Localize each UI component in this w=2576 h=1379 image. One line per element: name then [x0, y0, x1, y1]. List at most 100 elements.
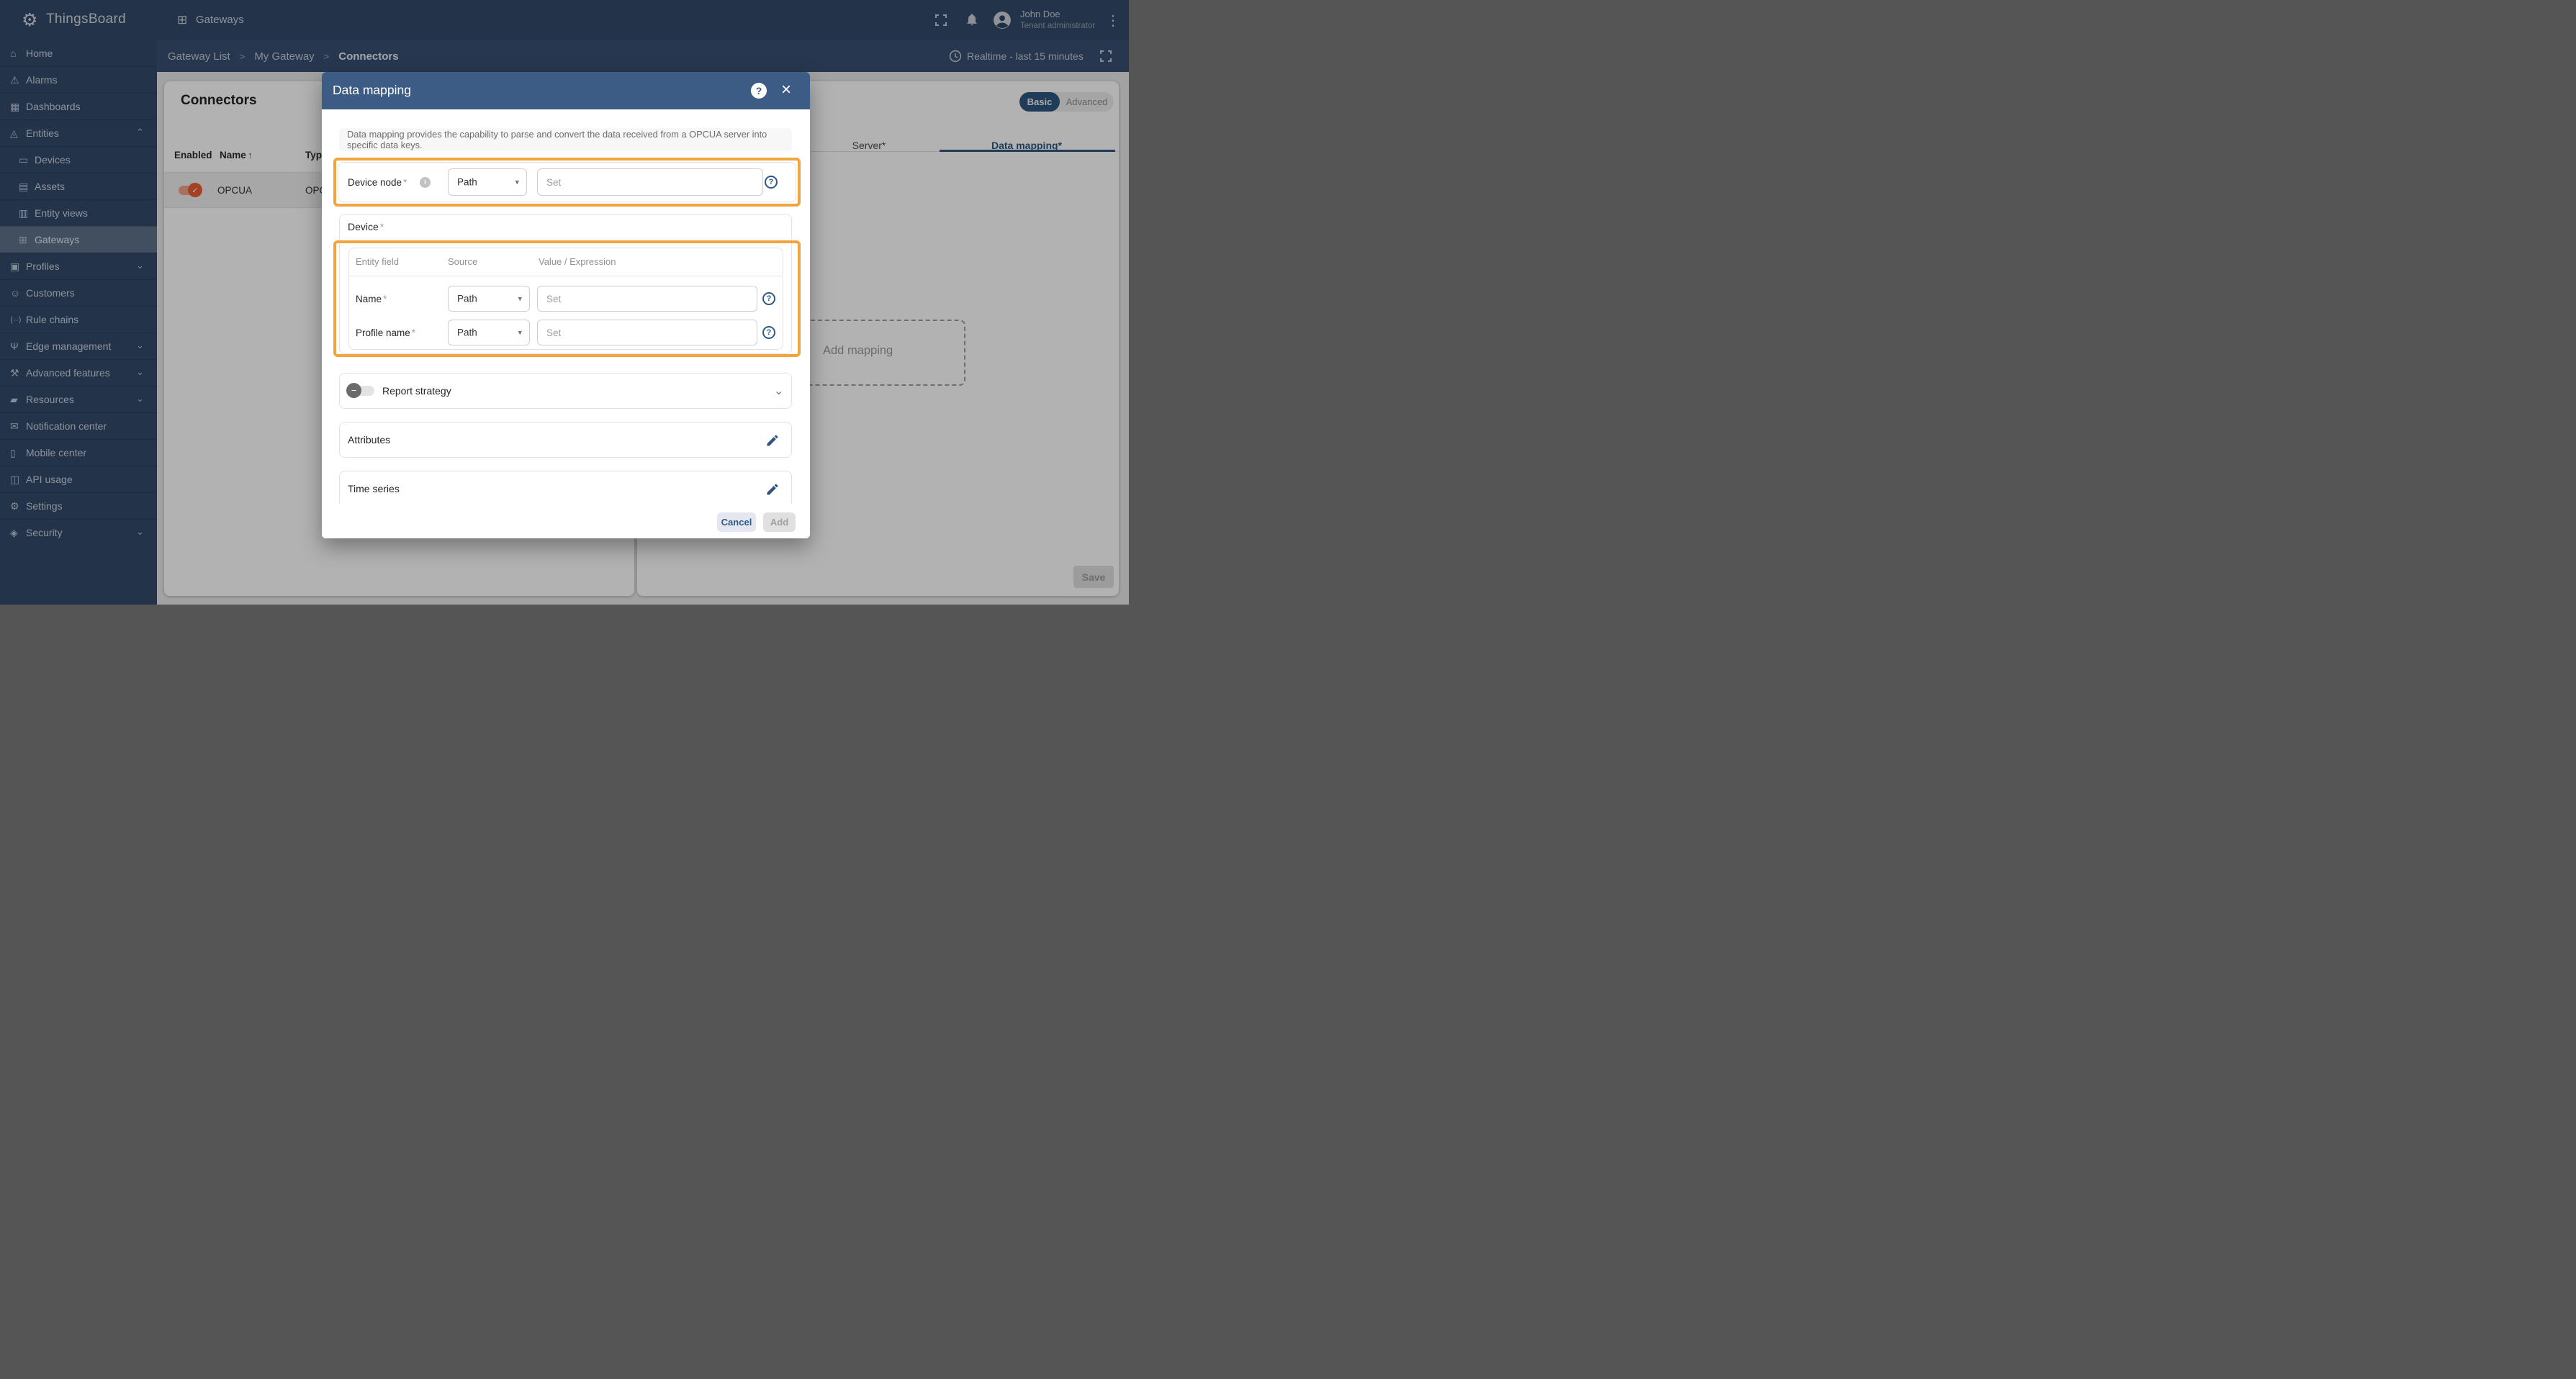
cancel-button[interactable]: Cancel — [717, 512, 756, 532]
user-name: John Doe — [1020, 9, 1060, 19]
devices-icon: ▭ — [19, 153, 29, 166]
help-icon[interactable]: ? — [751, 83, 767, 99]
tab-server[interactable]: Server* — [852, 140, 886, 151]
sidebar-item-label: Advanced features — [26, 367, 110, 379]
sidebar-item-security[interactable]: ◈ Security ⌄ — [0, 519, 157, 546]
chevron-down-icon[interactable]: ⌄ — [774, 385, 784, 397]
sidebar-item-resources[interactable]: ▰ Resources ⌄ — [0, 386, 157, 412]
info-icon[interactable]: i — [420, 177, 431, 188]
sidebar-nav: ⌂ Home ⚠ Alarms ▦ Dashboards ◬ Entities … — [0, 40, 157, 605]
sidebar-item-alarms[interactable]: ⚠ Alarms — [0, 66, 157, 93]
time-window-label[interactable]: Realtime - last 15 minutes — [967, 50, 1084, 62]
breadcrumb: Gateway List > My Gateway > Connectors — [168, 40, 399, 72]
tab-data-mapping[interactable]: Data mapping* — [991, 140, 1062, 151]
sidebar-item-advanced-features[interactable]: ⚒ Advanced features ⌄ — [0, 359, 157, 386]
thingsboard-app: ⚙ ThingsBoard ⊞ Gateways John Doe Tenant… — [0, 0, 1129, 605]
edit-pencil-icon[interactable] — [765, 482, 780, 497]
dashboard-fullscreen-icon[interactable] — [1099, 50, 1112, 63]
name-source-select[interactable]: Path ▾ — [448, 286, 530, 312]
device-node-source-select[interactable]: Path ▾ — [448, 168, 527, 196]
profile-name-value-input[interactable] — [537, 320, 757, 345]
sidebar-item-label: Alarms — [26, 74, 58, 86]
api-usage-icon: ◫ — [10, 473, 20, 485]
sidebar-item-home[interactable]: ⌂ Home — [0, 40, 157, 66]
entities-icon: ◬ — [10, 127, 18, 139]
brand-title: ThingsBoard — [46, 12, 127, 27]
sidebar-item-devices[interactable]: ▭ Devices — [0, 146, 157, 173]
dropdown-caret-icon: ▾ — [518, 328, 522, 338]
sidebar-item-label: Gateways — [35, 234, 80, 245]
col-header-enabled: Enabled — [174, 150, 212, 160]
attributes-label: Attributes — [348, 434, 391, 446]
home-icon: ⌂ — [10, 48, 17, 59]
add-button[interactable]: Add — [763, 512, 796, 532]
mode-advanced-button[interactable]: Advanced — [1066, 96, 1108, 107]
field-help-icon[interactable]: ? — [762, 292, 775, 305]
sidebar-item-label: API usage — [26, 474, 73, 485]
minus-icon: − — [346, 383, 361, 398]
top-app-bar: ⚙ ThingsBoard ⊞ Gateways John Doe Tenant… — [0, 0, 1129, 40]
sidebar-item-profiles[interactable]: ▣ Profiles ⌄ — [0, 253, 157, 279]
add-mapping-label: Add mapping — [823, 344, 893, 357]
mode-basic-button[interactable]: Basic — [1019, 92, 1060, 112]
advanced-features-icon: ⚒ — [10, 366, 19, 379]
name-value-input[interactable] — [537, 286, 757, 312]
sidebar-item-edge-management[interactable]: Ψ Edge management ⌄ — [0, 333, 157, 359]
close-icon[interactable]: × — [781, 80, 792, 99]
save-button[interactable]: Save — [1073, 566, 1114, 588]
dropdown-caret-icon: ▾ — [515, 178, 519, 187]
sidebar-item-label: Security — [26, 527, 63, 538]
more-menu-icon[interactable]: ⋮ — [1106, 13, 1120, 29]
profile-name-source-select[interactable]: Path ▾ — [448, 320, 530, 345]
field-help-icon[interactable]: ? — [765, 176, 778, 189]
breadcrumb-separator: > — [323, 50, 330, 62]
connector-enabled-toggle[interactable]: ✓ — [179, 183, 202, 197]
sidebar-item-customers[interactable]: ☺ Customers — [0, 279, 157, 306]
notification-center-icon: ✉ — [10, 420, 19, 432]
report-strategy-toggle[interactable]: − — [346, 383, 374, 398]
sidebar-item-mobile-center[interactable]: ▯ Mobile center — [0, 439, 157, 466]
chevron-down-icon: ⌄ — [136, 526, 144, 537]
sidebar-item-label: Resources — [26, 394, 74, 405]
required-asterisk: * — [379, 221, 384, 232]
report-strategy-card[interactable] — [339, 373, 792, 409]
breadcrumb-bar: Gateway List > My Gateway > Connectors R… — [157, 40, 1129, 72]
col-header-name[interactable]: Name — [220, 150, 246, 160]
breadcrumb-my-gateway[interactable]: My Gateway — [254, 50, 315, 63]
entity-views-icon: ▥ — [19, 207, 29, 219]
sidebar-item-api-usage[interactable]: ◫ API usage — [0, 466, 157, 492]
sidebar-item-entities[interactable]: ◬ Entities ⌃ — [0, 119, 157, 146]
sidebar-item-label: Home — [26, 48, 53, 59]
edit-pencil-icon[interactable] — [765, 433, 780, 448]
sidebar-item-notification-center[interactable]: ✉ Notification center — [0, 412, 157, 439]
device-table-highlight — [333, 240, 801, 357]
avatar[interactable] — [993, 11, 1012, 30]
sidebar-item-label: Devices — [35, 154, 71, 166]
table-header-entity-field: Entity field — [356, 256, 399, 267]
sidebar-item-label: Dashboards — [26, 101, 81, 112]
sort-arrow-icon[interactable]: ↑ — [248, 150, 253, 160]
breadcrumb-gateway-list[interactable]: Gateway List — [168, 50, 230, 63]
device-node-value-input[interactable] — [537, 168, 763, 196]
sidebar-item-rule-chains[interactable]: ⟨··⟩ Rule chains — [0, 306, 157, 333]
fullscreen-icon[interactable] — [935, 14, 947, 27]
sidebar-item-settings[interactable]: ⚙ Settings — [0, 492, 157, 519]
mode-toggle[interactable]: Basic Advanced — [1019, 92, 1114, 112]
dialog-title: Data mapping — [333, 83, 411, 97]
active-tab-underline — [940, 150, 1115, 152]
field-help-icon[interactable]: ? — [762, 326, 775, 339]
sidebar-item-label: Assets — [35, 181, 66, 192]
breadcrumb-separator: > — [239, 50, 246, 62]
sidebar-item-dashboards[interactable]: ▦ Dashboards — [0, 93, 157, 119]
security-shield-icon: ◈ — [10, 526, 18, 538]
sidebar-item-entity-views[interactable]: ▥ Entity views — [0, 199, 157, 226]
chevron-up-icon: ⌃ — [136, 127, 144, 137]
notifications-bell-icon[interactable] — [965, 12, 979, 27]
edge-management-icon: Ψ — [10, 340, 19, 352]
user-role: Tenant administrator — [1020, 22, 1096, 30]
connector-name: OPCUA — [217, 185, 253, 196]
sidebar-item-assets[interactable]: ▤ Assets — [0, 173, 157, 199]
sidebar-item-gateways[interactable]: ⊞ Gateways — [0, 226, 157, 253]
gateways-icon: ⊞ — [19, 233, 27, 245]
device-node-label: Device node * — [348, 177, 407, 188]
